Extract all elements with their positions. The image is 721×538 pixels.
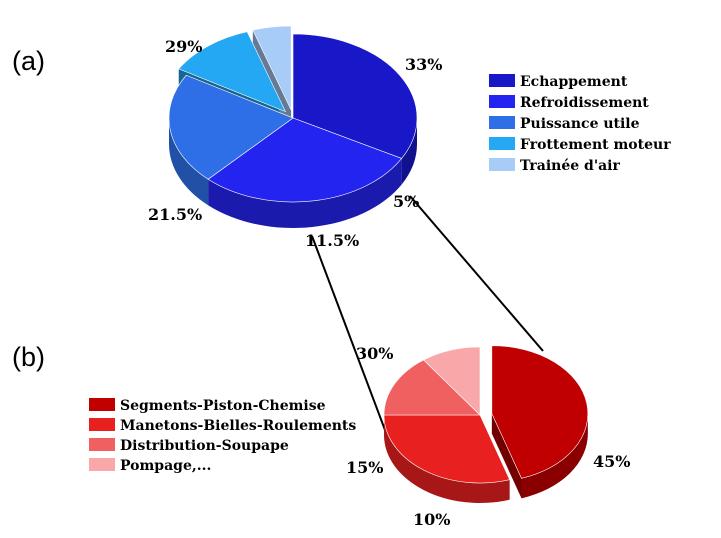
pie-a-slice-frottement-moteur xyxy=(178,31,287,113)
connector-line-left xyxy=(311,235,386,431)
pie-a-value-label-trainee-d-air: 5% xyxy=(393,192,419,211)
pie-a-slice-trainee-d-air xyxy=(252,25,292,111)
pie-b-slice-segments-piston-chemise xyxy=(491,345,589,479)
pie-b-legend-swatch-segments-piston-chemise xyxy=(89,398,115,411)
pie-a-value-label-puissance-utile: 21.5% xyxy=(148,205,202,224)
pie-b-legend-swatch-manetons-bielles-roulements xyxy=(89,418,115,431)
pie-a-legend-label-frottement-moteur: Frottement moteur xyxy=(520,137,671,153)
pie-b-slice-distribution-soupape xyxy=(383,359,481,416)
pie-chart-b xyxy=(383,345,589,503)
panel-b-label: (b) xyxy=(12,342,45,372)
pie-b-legend-label-segments-piston-chemise: Segments-Piston-Chemise xyxy=(120,398,326,414)
pie-b-slice-side-manetons-bielles-roulements xyxy=(384,415,510,503)
pie-a-legend-swatch-refroidissement xyxy=(489,95,515,108)
pie-b-value-label-segments-piston-chemise: 45% xyxy=(593,452,630,471)
pie-a-legend-label-puissance-utile: Puissance utile xyxy=(520,116,640,132)
pie-a-slice-side-echappement xyxy=(401,118,417,185)
pie-b-slice-side-segments-piston-chemise xyxy=(521,413,588,499)
pie-a-slice-refroidissement xyxy=(207,117,403,203)
pie-a-value-label-frottement-moteur: 11.5% xyxy=(305,231,359,250)
pie-a-legend-label-trainee-d-air: Trainée d'air xyxy=(520,158,620,174)
pie-a-slice-side-puissance-utile xyxy=(169,118,209,206)
pie-a-value-label-refroidissement: 29% xyxy=(165,37,202,56)
pie-b-legend-label-distribution-soupape: Distribution-Soupape xyxy=(120,438,289,454)
connector-line-right xyxy=(409,195,544,352)
pie-b-slice-manetons-bielles-roulements xyxy=(383,414,511,484)
pie-b-slice-pompage xyxy=(423,346,481,416)
pie-b-slice-face-1-segments-piston-chemise xyxy=(491,413,522,499)
pie-b-legend-swatch-distribution-soupape xyxy=(89,438,115,451)
pie-a-legend-label-echappement: Echappement xyxy=(520,74,628,90)
legend-b: Segments-Piston-Chemise Manetons-Bielles-… xyxy=(89,398,356,474)
pie-b-legend-label-manetons-bielles-roulements: Manetons-Bielles-Roulements xyxy=(120,418,356,434)
pie-b-value-label-distribution-soupape: 15% xyxy=(346,458,383,477)
pie-a-value-labels: 33% 29% 21.5% 11.5% 5% xyxy=(148,37,442,250)
panel-a-label: (a) xyxy=(12,46,45,76)
pie-b-legend-swatch-pompage xyxy=(89,458,115,471)
pie-a-legend-label-refroidissement: Refroidissement xyxy=(520,95,649,111)
legend-a: Echappement Refroidissement Puissance util… xyxy=(489,74,671,174)
pie-chart-a xyxy=(168,25,418,228)
pie-a-slice-puissance-utile xyxy=(168,74,294,180)
pie-a-legend-swatch-frottement-moteur xyxy=(489,137,515,150)
pie-a-value-label-echappement: 33% xyxy=(405,55,442,74)
pie-b-value-label-manetons-bielles-roulements: 30% xyxy=(356,344,393,363)
pie-a-legend-swatch-echappement xyxy=(489,74,515,87)
pie-a-legend-swatch-puissance-utile xyxy=(489,116,515,129)
pie-a-legend-swatch-trainee-d-air xyxy=(489,158,515,171)
pie-a-slice-echappement xyxy=(292,33,418,159)
pie-a-slice-side-refroidissement xyxy=(208,158,402,228)
pie-b-value-label-pompage: 10% xyxy=(413,510,450,529)
pie-b-legend-label-pompage: Pompage,... xyxy=(120,458,211,474)
pie-b-value-labels: 45% 30% 15% 10% xyxy=(346,344,630,529)
